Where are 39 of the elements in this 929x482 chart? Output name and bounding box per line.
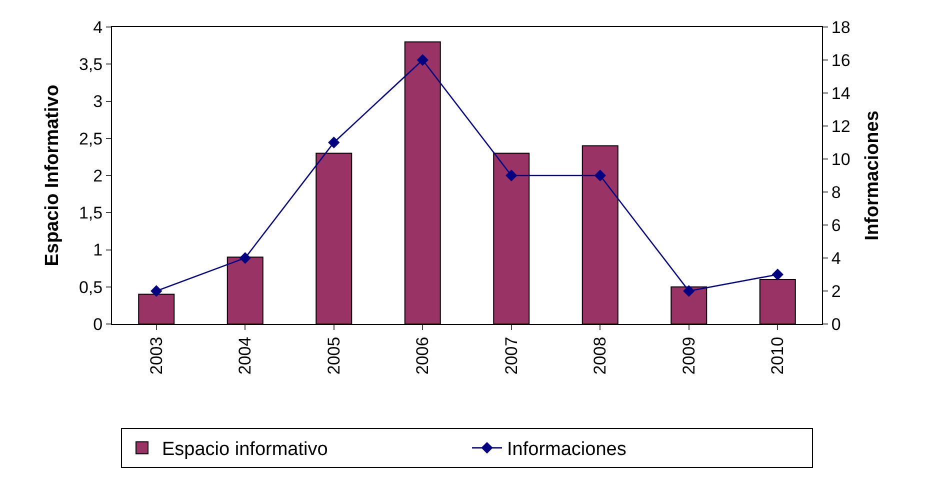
- y-axis-title: Espacio Informativo: [42, 84, 63, 266]
- x-tick-label: 2007: [502, 336, 521, 375]
- point: [328, 136, 340, 148]
- y2-tick-label: 6: [831, 216, 841, 235]
- y-tick-label: 1,5: [78, 204, 103, 223]
- point: [150, 285, 162, 297]
- y-tick-label: 1: [93, 240, 103, 260]
- point: [239, 252, 251, 264]
- y2-tick-label: 14: [831, 84, 850, 103]
- legend-label: Espacio informativo: [162, 439, 328, 460]
- y-tick-label: 0,5: [78, 278, 103, 297]
- x-tick-label: 2003: [146, 336, 166, 375]
- y2-tick-label: 2: [831, 282, 841, 301]
- point: [683, 285, 695, 297]
- y-tick-label: 0: [93, 314, 103, 334]
- y2-tick-label: 18: [831, 18, 850, 37]
- y2-tick-label: 4: [831, 248, 841, 268]
- x-tick-label: 2009: [679, 336, 698, 375]
- legend-label: Informaciones: [507, 439, 626, 460]
- point: [772, 268, 784, 280]
- point: [506, 170, 518, 182]
- y2-tick-label: 10: [831, 150, 850, 169]
- y-tick-label: 3,5: [78, 55, 103, 74]
- y2-tick-label: 0: [831, 314, 841, 334]
- x-tick-label: 2006: [413, 336, 432, 375]
- y-tick-label: 2: [93, 166, 103, 186]
- point: [416, 54, 428, 66]
- x-tick-label: 2008: [590, 336, 610, 375]
- y2-tick-label: 8: [831, 182, 841, 202]
- y2-tick-label: 12: [831, 116, 850, 136]
- point: [594, 170, 606, 182]
- x-tick-label: 2004: [236, 336, 255, 375]
- y-tick-label: 2,5: [78, 129, 103, 148]
- x-tick-label: 2010: [768, 336, 788, 375]
- y-tick-label: 3: [93, 92, 103, 112]
- x-tick-label: 2005: [324, 336, 344, 375]
- y-tick-label: 4: [93, 18, 103, 37]
- y2-tick-label: 16: [831, 50, 850, 70]
- y2-axis-title: Informaciones: [862, 110, 884, 240]
